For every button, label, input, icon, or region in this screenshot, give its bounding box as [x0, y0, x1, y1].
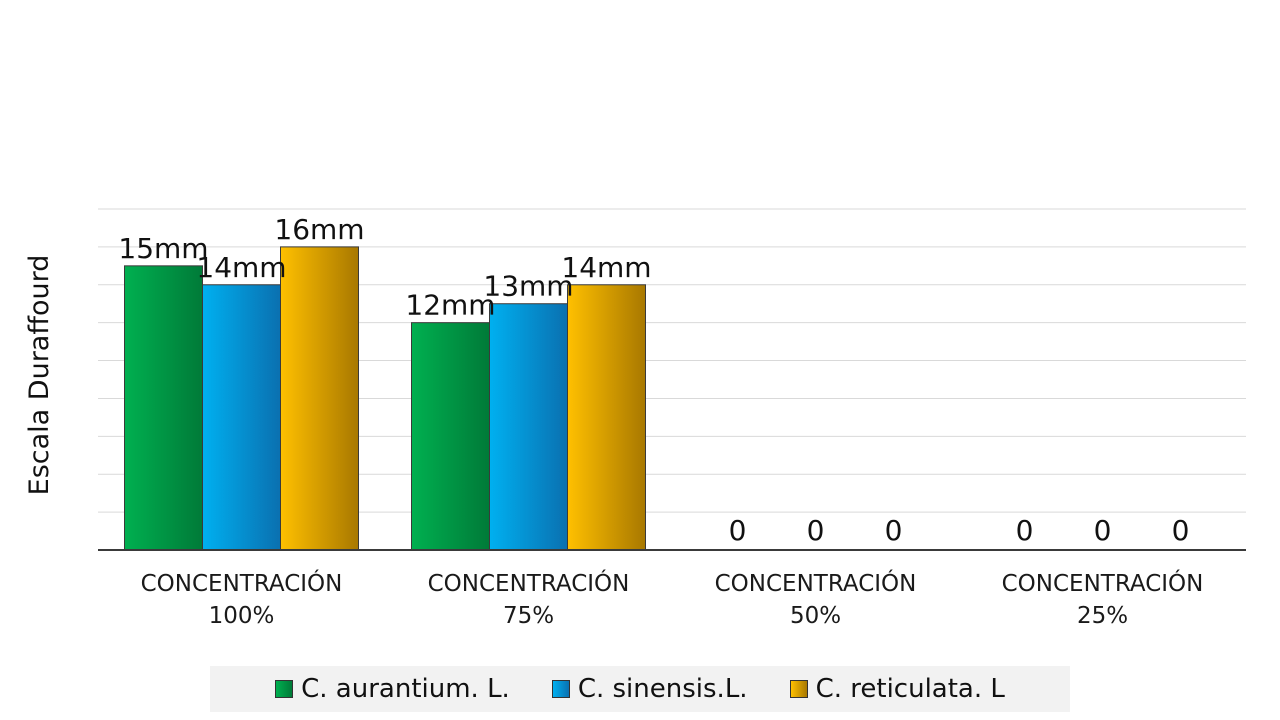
- data-label: 13mm: [483, 270, 573, 303]
- legend-swatch: [275, 680, 294, 698]
- legend-label: C. aurantium. L.: [301, 674, 510, 704]
- bar: [280, 246, 359, 551]
- legend-swatch: [551, 680, 570, 698]
- legend-swatch: [789, 680, 808, 698]
- legend-label: C. reticulata. L: [815, 674, 1005, 704]
- data-label: 14mm: [196, 251, 286, 284]
- data-label: 14mm: [561, 251, 651, 284]
- legend-label: C. sinensis.L.: [577, 674, 748, 704]
- x-tick-label: 100%: [209, 603, 275, 629]
- x-tick-label: 25%: [1077, 603, 1128, 629]
- data-label: 16mm: [274, 213, 364, 246]
- x-tick-label: CONCENTRACIÓN: [428, 569, 630, 597]
- legend-item: C. reticulata. L: [789, 674, 1005, 704]
- data-label: 0: [885, 514, 903, 547]
- y-axis-title: Escala Duraffourd: [24, 255, 55, 496]
- data-label: 0: [1016, 514, 1034, 547]
- x-tick-label: CONCENTRACIÓN: [141, 569, 343, 597]
- data-label: 15mm: [118, 232, 208, 265]
- x-tick-label: 75%: [503, 603, 554, 629]
- legend: C. aurantium. L. C. sinensis.L. C. reticul…: [210, 666, 1070, 712]
- bar: [411, 322, 490, 551]
- data-label: 0: [729, 514, 747, 547]
- x-tick-label: 50%: [790, 603, 841, 629]
- x-tick-label: CONCENTRACIÓN: [1002, 569, 1204, 597]
- legend-item: C. sinensis.L.: [551, 674, 748, 704]
- x-axis: CONCENTRACIÓN 100% CONCENTRACIÓN 75% CONCENT…: [98, 549, 1246, 629]
- x-tick-label: CONCENTRACIÓN: [715, 569, 917, 597]
- legend-item: C. aurantium. L.: [275, 674, 510, 704]
- bar: [124, 265, 203, 551]
- bars: [124, 246, 646, 551]
- data-label: 0: [807, 514, 825, 547]
- data-label: 0: [1094, 514, 1112, 547]
- bar: [489, 303, 568, 551]
- bar: [202, 284, 281, 551]
- bar: [567, 284, 646, 551]
- data-label: 0: [1172, 514, 1190, 547]
- data-label: 12mm: [405, 289, 495, 322]
